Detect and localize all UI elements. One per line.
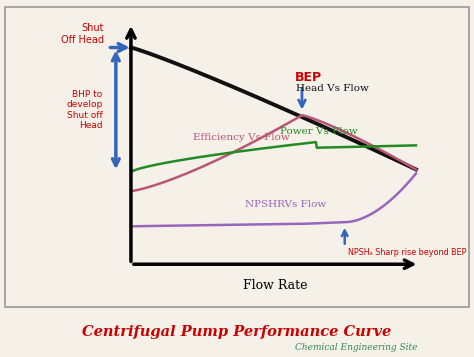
Text: Shut
Off Head: Shut Off Head bbox=[61, 23, 104, 45]
Text: NPSHₐ Sharp rise beyond BEP: NPSHₐ Sharp rise beyond BEP bbox=[348, 248, 466, 257]
Text: Flow Rate: Flow Rate bbox=[243, 279, 307, 292]
Text: Centrifugal Pump Performance Curve: Centrifugal Pump Performance Curve bbox=[82, 325, 392, 339]
Text: Power Vs Flow: Power Vs Flow bbox=[280, 127, 357, 136]
Text: Chemical Engineering Site: Chemical Engineering Site bbox=[295, 343, 417, 352]
Text: BHP to
develop
Shut off
Head: BHP to develop Shut off Head bbox=[66, 90, 102, 130]
Text: NPSHRVs Flow: NPSHRVs Flow bbox=[245, 200, 326, 209]
Text: BEP: BEP bbox=[295, 71, 322, 84]
Text: Efficiency Vs Flow: Efficiency Vs Flow bbox=[193, 132, 290, 142]
Text: Head Vs Flow: Head Vs Flow bbox=[296, 84, 369, 93]
